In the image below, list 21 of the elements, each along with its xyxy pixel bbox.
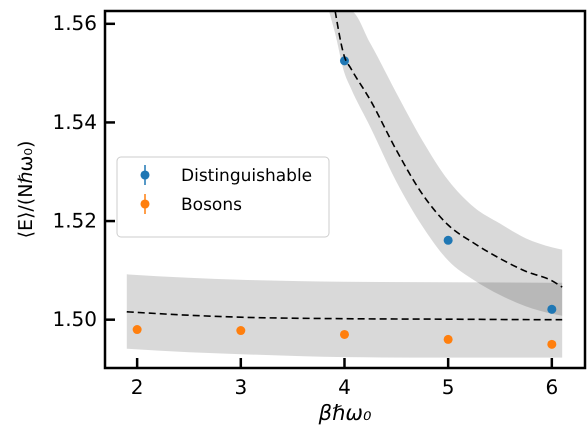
y-tick-label: 1.52 <box>52 208 97 232</box>
point <box>444 236 453 245</box>
x-tick-label: 3 <box>234 375 248 400</box>
y-tick-label: 1.50 <box>52 307 97 332</box>
legend-label: Bosons <box>181 194 242 215</box>
point <box>340 330 349 339</box>
point <box>236 326 246 336</box>
line-series <box>126 310 563 320</box>
x-tick-label: 2 <box>130 375 144 400</box>
x-tick-label: 6 <box>545 375 558 400</box>
point <box>132 325 142 334</box>
x-tick-label: 5 <box>442 375 455 400</box>
point <box>547 340 556 349</box>
point <box>444 334 453 344</box>
x-tick-label: 4 <box>338 375 351 400</box>
x-axis-title: βℏω₀ <box>318 401 372 425</box>
legend-label: Distinguishable <box>181 166 312 186</box>
y-axis-title: ⟨E⟩/(Nℏω₀) <box>15 140 37 238</box>
point <box>547 304 556 314</box>
y-tick-label: 1.56 <box>52 11 97 36</box>
y-tick-label: 1.54 <box>52 110 97 134</box>
